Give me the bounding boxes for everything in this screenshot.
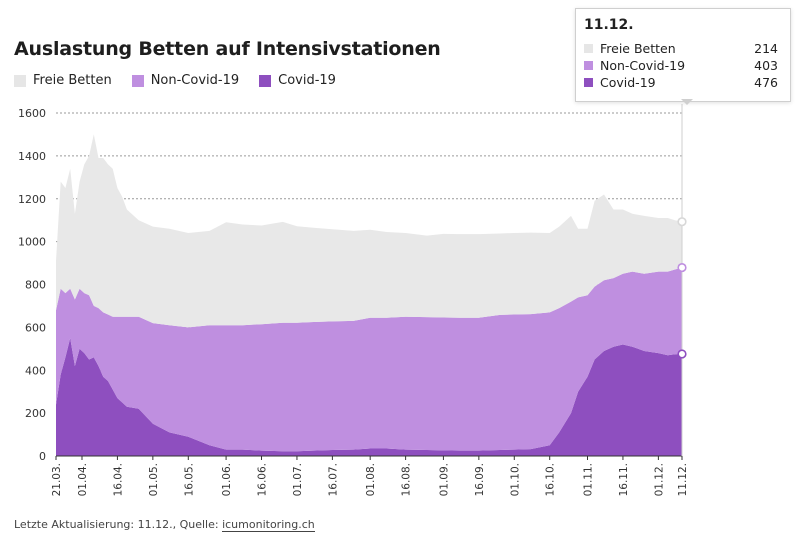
y-tick-label: 0 xyxy=(39,450,46,463)
tooltip-label-non-covid: Non-Covid-19 xyxy=(600,58,686,73)
y-tick-label: 1400 xyxy=(18,150,46,163)
tooltip-row-free: Freie Betten 214 xyxy=(584,41,778,56)
marker-covid-19 xyxy=(677,349,687,359)
x-tick-label: 01.08. xyxy=(365,463,377,496)
tooltip-pointer xyxy=(681,99,693,105)
x-tick-label: 01.04. xyxy=(77,463,89,496)
x-tick-label: 16.10. xyxy=(545,463,557,496)
x-tick-label: 16.05. xyxy=(183,463,195,496)
legend-label-covid: Covid-19 xyxy=(278,73,336,88)
tooltip-date: 11.12. xyxy=(584,17,634,33)
tooltip-label-free: Freie Betten xyxy=(600,41,676,56)
y-tick-label: 1600 xyxy=(18,107,46,120)
y-tick-label: 400 xyxy=(25,364,46,377)
tooltip-value-covid: 476 xyxy=(754,75,778,90)
y-tick-label: 1000 xyxy=(18,236,46,249)
footer-text: Letzte Aktualisierung: 11.12., Quelle: xyxy=(14,518,223,531)
x-tick-label: 16.11. xyxy=(618,463,630,496)
tooltip-label-covid: Covid-19 xyxy=(600,75,656,90)
tooltip-swatch-covid xyxy=(584,78,593,87)
x-tick-label: 21.03. xyxy=(51,463,63,496)
x-tick-label: 16.07. xyxy=(327,463,339,496)
tooltip-value-non-covid: 403 xyxy=(754,58,778,73)
x-tick-label: 01.12. xyxy=(653,463,665,496)
area-covid-19 xyxy=(56,338,682,456)
legend: Freie Betten Non-Covid-19 Covid-19 xyxy=(14,73,336,88)
area-freie-betten xyxy=(56,134,682,328)
tooltip-row-covid: Covid-19 476 xyxy=(584,75,778,90)
y-tick-label: 600 xyxy=(25,321,46,334)
legend-swatch-covid xyxy=(259,74,272,87)
footer: Letzte Aktualisierung: 11.12., Quelle: i… xyxy=(14,518,315,532)
hover-tooltip: 11.12. Freie Betten 214 Non-Covid-19 403… xyxy=(575,8,791,102)
area-non-covid-19 xyxy=(56,267,682,452)
legend-swatch-free xyxy=(14,74,26,87)
chart-title: Auslastung Betten auf Intensivstationen xyxy=(14,38,441,60)
x-tick-label: 16.08. xyxy=(401,463,413,496)
legend-item-covid[interactable]: Covid-19 xyxy=(259,73,336,88)
legend-label-free: Freie Betten xyxy=(33,73,112,88)
tooltip-swatch-free xyxy=(584,44,593,53)
y-tick-label: 800 xyxy=(25,279,46,292)
y-tick-label: 200 xyxy=(25,407,46,420)
x-tick-label: 16.09. xyxy=(474,463,486,496)
tooltip-row-non-covid: Non-Covid-19 403 xyxy=(584,58,778,73)
source-link[interactable]: icumonitoring.ch xyxy=(222,518,315,532)
x-tick-label: 01.09. xyxy=(438,463,450,496)
tooltip-value-free: 214 xyxy=(754,41,778,56)
legend-swatch-non-covid xyxy=(131,74,144,87)
tooltip-swatch-non-covid xyxy=(584,61,593,70)
legend-label-non-covid: Non-Covid-19 xyxy=(150,73,240,88)
x-tick-label: 16.04. xyxy=(112,463,124,496)
legend-item-non-covid[interactable]: Non-Covid-19 xyxy=(131,73,240,88)
x-tick-label: 01.10. xyxy=(509,463,521,496)
x-tick-label: 01.06. xyxy=(221,463,233,496)
x-tick-label: 11.12. xyxy=(677,463,689,496)
x-tick-label: 01.05. xyxy=(148,463,160,496)
legend-item-free[interactable]: Freie Betten xyxy=(14,73,112,88)
x-tick-label: 01.11. xyxy=(583,463,595,496)
marker-freie-betten xyxy=(677,217,687,227)
marker-non-covid-19 xyxy=(677,262,687,273)
x-tick-label: 01.07. xyxy=(292,463,304,496)
y-tick-label: 1200 xyxy=(18,193,46,206)
x-tick-label: 16.06. xyxy=(257,463,269,496)
